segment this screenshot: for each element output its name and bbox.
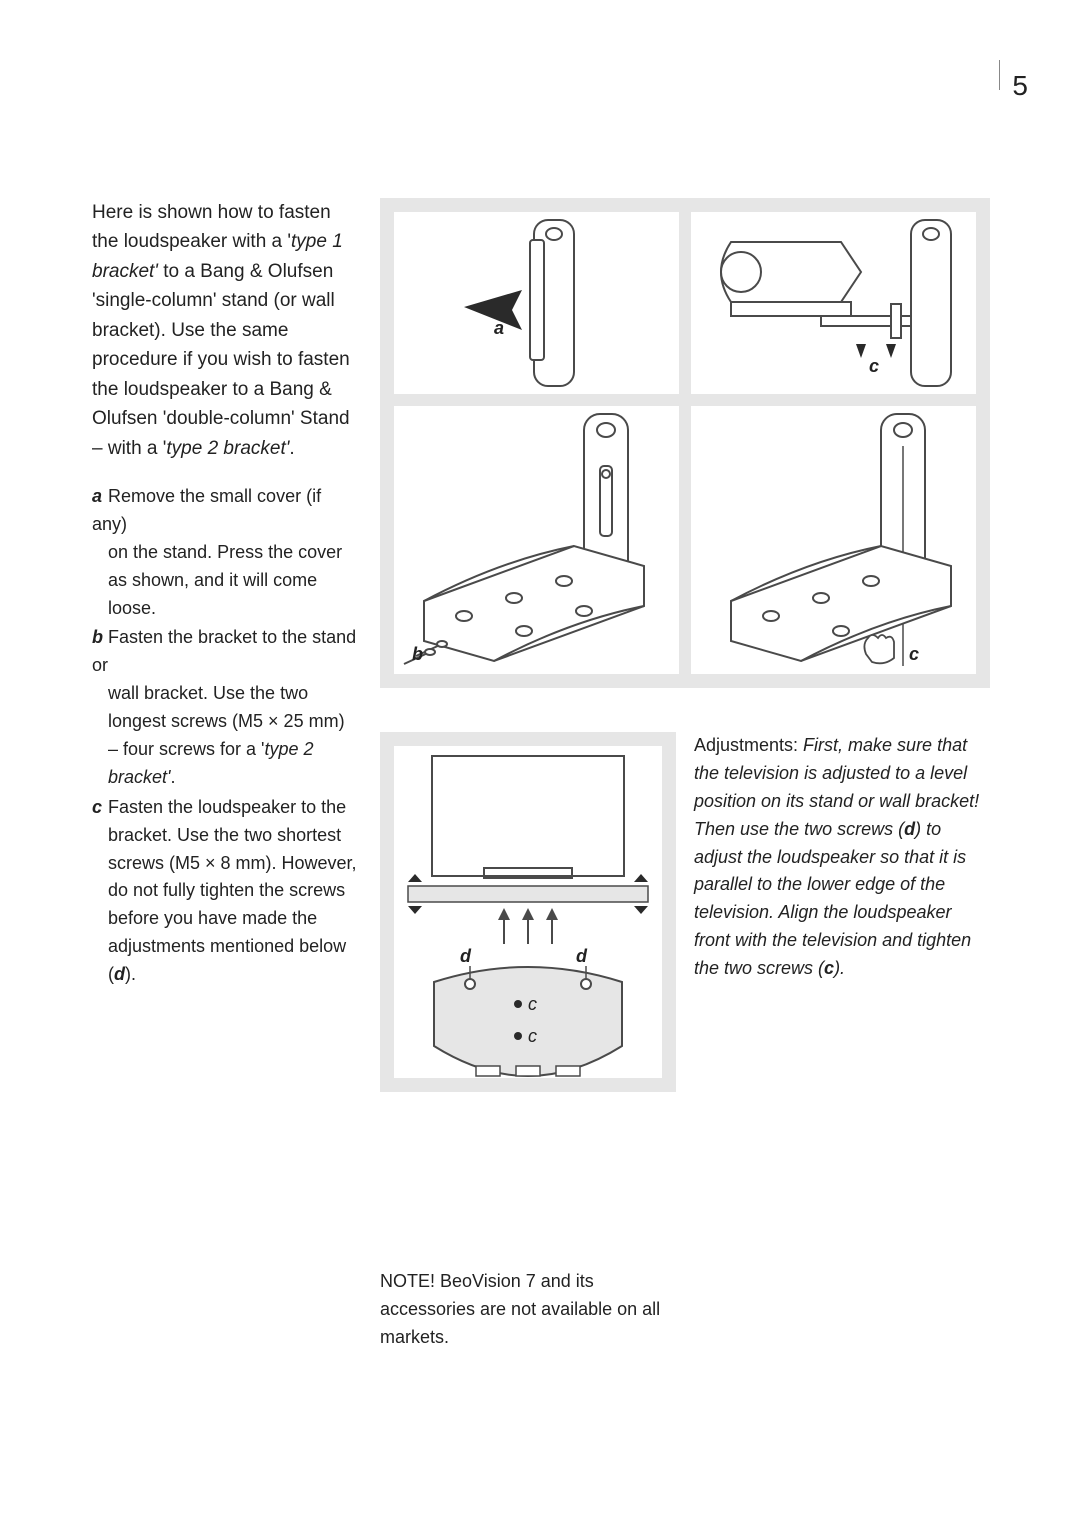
intro-t3: . xyxy=(289,438,294,459)
adjustments-b2: c xyxy=(824,958,834,978)
fig-label-c2: c xyxy=(909,644,919,665)
step-b-l3: . xyxy=(170,767,175,787)
fig-label-d2: d xyxy=(576,946,587,967)
step-c-l3: ). xyxy=(125,964,136,984)
intro-em2: type 2 bracket' xyxy=(166,438,289,459)
step-a: aRemove the small cover (if any) on the … xyxy=(92,483,357,622)
fig-label-a: a xyxy=(494,318,504,339)
step-b-letter: b xyxy=(92,624,108,652)
figure-bottom-panel: d d c c xyxy=(380,732,676,1092)
step-a-line1: Remove the small cover (if any) xyxy=(92,486,321,534)
figure-cell-b: b xyxy=(394,406,679,674)
step-a-letter: a xyxy=(92,483,108,511)
diagram-b xyxy=(394,406,679,674)
adjustments-paragraph: Adjustments: First, make sure that the t… xyxy=(694,732,990,983)
step-c-line1: Fasten the loudspeaker to the xyxy=(108,797,346,817)
figure-cell-c-bottom: c xyxy=(691,406,976,674)
step-b: bFasten the bracket to the stand or wall… xyxy=(92,624,357,791)
steps-list: aRemove the small cover (if any) on the … xyxy=(92,483,357,991)
step-c: cFasten the loudspeaker to the bracket. … xyxy=(92,794,357,989)
fig-label-cc1: c xyxy=(528,994,537,1015)
fig-label-c1: c xyxy=(869,356,879,377)
figure-cell-a: a xyxy=(394,212,679,394)
step-b-rest: wall bracket. Use the two longest screws… xyxy=(92,680,357,792)
figure-bottom-inner: d d c c xyxy=(394,746,662,1078)
adjustments-p3: ). xyxy=(834,958,845,978)
intro-t2: to a Bang & Olufsen 'single-column' stan… xyxy=(92,261,350,459)
intro-paragraph: Here is shown how to fasten the loudspea… xyxy=(92,198,357,463)
diagram-c-bottom xyxy=(691,406,976,674)
step-c-l2: bracket. Use the two shortest screws (M5… xyxy=(108,825,357,984)
adjustments-p2: ) to adjust the loudspeaker so that it i… xyxy=(694,819,971,978)
diagram-a xyxy=(394,212,679,394)
step-c-rest: bracket. Use the two shortest screws (M5… xyxy=(92,822,357,989)
figure-top-panel: a c xyxy=(380,198,990,688)
fig-label-d1: d xyxy=(460,946,471,967)
diagram-c-top xyxy=(691,212,976,394)
step-c-letter: c xyxy=(92,794,108,822)
figure-cell-c-top: c xyxy=(691,212,976,394)
step-a-rest: on the stand. Press the cover as shown, … xyxy=(92,539,357,623)
fig-label-cc2: c xyxy=(528,1026,537,1047)
note-paragraph: NOTE! BeoVision 7 and its accessories ar… xyxy=(380,1268,676,1352)
adjustments-b1: d xyxy=(904,819,915,839)
page-rule xyxy=(999,60,1000,90)
fig-label-b: b xyxy=(412,644,423,665)
step-c-em: d xyxy=(114,964,125,984)
step-b-line1: Fasten the bracket to the stand or xyxy=(92,627,356,675)
adjustments-lead: Adjustments: xyxy=(694,735,803,755)
page-number: 5 xyxy=(1012,70,1028,102)
